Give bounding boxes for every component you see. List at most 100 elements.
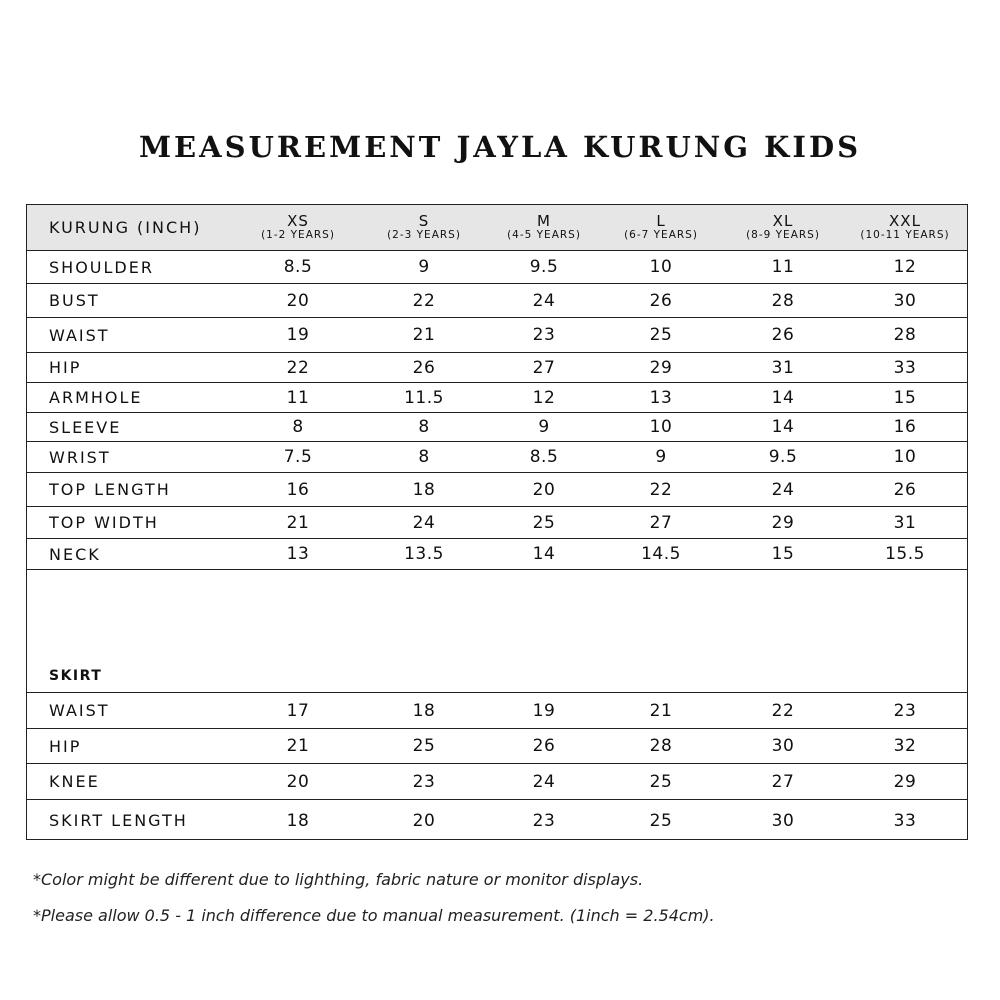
row-label: HIP: [49, 736, 82, 756]
row-label: SKIRT LENGTH: [49, 811, 188, 830]
table-row: BUST 20 22 24 26 28 30: [27, 284, 967, 318]
measurement-value: 30: [893, 290, 917, 311]
table-row: SKIRT LENGTH 18 20 23 25 30 33: [27, 800, 967, 841]
measurement-value: 25: [649, 325, 673, 345]
measurement-value: 9: [655, 447, 667, 467]
row-label: WAIST: [49, 325, 110, 345]
age-range: (1-2 YEARS): [261, 228, 335, 241]
measurement-note: *Please allow 0.5 - 1 inch difference du…: [33, 906, 715, 925]
measurement-value: 24: [532, 771, 556, 792]
measurement-value: 15: [771, 544, 795, 564]
measurement-value: 27: [649, 512, 673, 533]
measurement-value: 20: [532, 479, 556, 500]
measurement-value: 33: [893, 357, 917, 378]
size-chart-table: KURUNG (INCH) XS (1-2 YEARS) S (2-3 YEARS) M(…: [26, 204, 968, 840]
measurement-value: 15: [893, 387, 917, 408]
measurement-value: 8.5: [529, 447, 559, 467]
measurement-value: 28: [771, 290, 795, 311]
measurement-value: 26: [893, 479, 917, 500]
table-row: WRIST 7.5 8 8.5 9 9.5 10: [27, 442, 967, 473]
size-header: M (4-5 YEARS): [484, 205, 604, 250]
table-row: HIP 22 26 27 29 31 33: [27, 353, 967, 383]
measurement-value: 18: [412, 479, 436, 500]
table-row: TOP WIDTH 21 24 25 27 29 31: [27, 507, 967, 539]
measurement-value: 9.5: [768, 447, 798, 467]
size-label: M: [537, 212, 551, 231]
skirt-section-row: SKIRT: [27, 570, 967, 693]
measurement-value: 26: [412, 357, 436, 378]
header-label: KURUNG (INCH): [49, 218, 202, 237]
table-row: WAIST 17 18 19 21 22 23: [27, 693, 967, 729]
measurement-value: 21: [286, 512, 310, 533]
measurement-value: 11.5: [404, 387, 444, 408]
row-label: KNEE: [49, 772, 100, 791]
measurement-value: 18: [412, 700, 436, 721]
measurement-value: 8: [418, 417, 430, 437]
measurement-value: 23: [532, 325, 556, 345]
measurement-value: 14.5: [641, 544, 681, 564]
table-row: SLEEVE 8 8 9 10 14 16: [27, 413, 967, 442]
size-label: XS: [287, 212, 309, 231]
measurement-value: 22: [649, 479, 673, 500]
row-label: TOP LENGTH: [49, 480, 171, 499]
measurement-value: 8.5: [283, 257, 313, 277]
measurement-value: 27: [771, 771, 795, 792]
measurement-value: 9: [538, 417, 550, 437]
row-label: WRIST: [49, 447, 111, 467]
measurement-value: 23: [532, 810, 556, 831]
age-range: (4-5 YEARS): [507, 228, 581, 241]
measurement-value: 16: [286, 479, 310, 500]
measurement-value: 32: [893, 736, 917, 756]
measurement-value: 24: [771, 479, 795, 500]
measurement-value: 10: [649, 257, 673, 277]
table-row: KNEE 20 23 24 25 27 29: [27, 764, 967, 800]
measurement-value: 22: [286, 357, 310, 378]
row-label: SLEEVE: [49, 417, 122, 437]
size-header: XL (8-9 YEARS): [723, 205, 843, 250]
measurement-value: 15.5: [885, 544, 925, 564]
size-header: S (2-3 YEARS): [364, 205, 484, 250]
measurement-value: 25: [649, 810, 673, 831]
color-note: *Color might be different due to lighthi…: [33, 870, 644, 889]
measurement-value: 29: [771, 512, 795, 533]
measurement-value: 9: [418, 257, 430, 277]
measurement-value: 25: [532, 512, 556, 533]
measurement-value: 19: [532, 700, 556, 721]
measurement-value: 13: [649, 387, 673, 408]
measurement-value: 23: [893, 700, 917, 721]
measurement-value: 11: [771, 257, 795, 277]
size-label: L: [656, 212, 666, 231]
measurement-value: 14: [771, 387, 795, 408]
measurement-value: 26: [649, 290, 673, 311]
measurement-value: 25: [412, 736, 436, 756]
table-row: ARMHOLE 11 11.5 12 13 14 15: [27, 383, 967, 413]
measurement-value: 13: [286, 544, 310, 564]
row-label: BUST: [49, 291, 100, 310]
measurement-value: 27: [532, 357, 556, 378]
section-label: SKIRT: [49, 668, 103, 684]
measurement-value: 21: [412, 325, 436, 345]
row-label: HIP: [49, 358, 82, 377]
measurement-value: 31: [893, 512, 917, 533]
age-range: (10-11 YEARS): [860, 228, 950, 241]
measurement-value: 22: [771, 700, 795, 721]
measurement-value: 24: [532, 290, 556, 311]
measurement-value: 10: [893, 447, 917, 467]
measurement-value: 9.5: [529, 257, 559, 277]
measurement-value: 33: [893, 810, 917, 831]
measurement-value: 21: [649, 700, 673, 721]
size-label: XXL: [889, 212, 921, 231]
table-header-row: KURUNG (INCH) XS (1-2 YEARS) S (2-3 YEARS) M(…: [27, 205, 967, 251]
size-label: XL: [772, 212, 794, 231]
measurement-value: 20: [412, 810, 436, 831]
measurement-value: 12: [893, 257, 917, 277]
size-header: XS (1-2 YEARS): [238, 205, 358, 250]
measurement-value: 19: [286, 325, 310, 345]
measurement-value: 25: [649, 771, 673, 792]
measurement-value: 22: [412, 290, 436, 311]
measurement-value: 24: [412, 512, 436, 533]
measurement-value: 8: [292, 417, 304, 437]
measurement-value: 26: [532, 736, 556, 756]
page-title: MEASUREMENT JAYLA KURUNG KIDS: [138, 130, 862, 164]
row-label: SHOULDER: [49, 257, 154, 277]
